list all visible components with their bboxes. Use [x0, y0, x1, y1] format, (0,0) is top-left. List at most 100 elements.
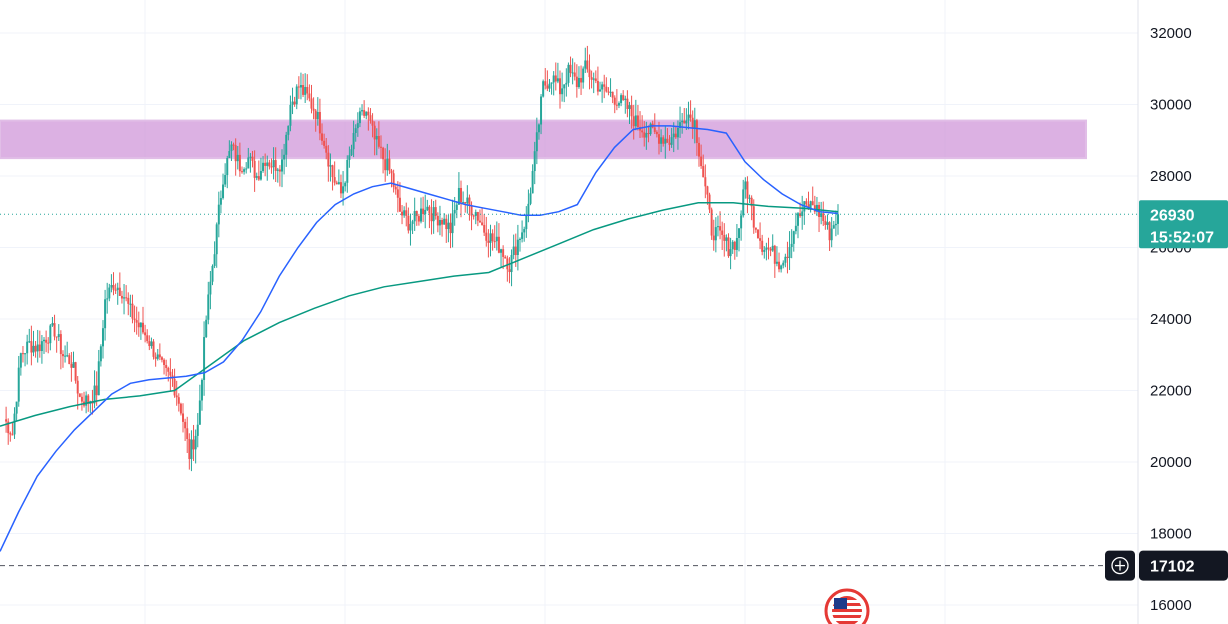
candle-body [544, 81, 547, 86]
candle-body [293, 101, 296, 105]
candle [735, 223, 738, 257]
candle-body [451, 213, 454, 234]
candle [601, 81, 604, 103]
candle [765, 242, 768, 261]
candle-body [177, 397, 180, 404]
candle-body [811, 201, 814, 206]
candle-body [432, 207, 435, 222]
candle [481, 208, 484, 226]
candle-body [662, 137, 665, 144]
candle-body [457, 187, 460, 205]
candle [7, 418, 10, 445]
candle-body [68, 355, 71, 365]
candle-body [64, 355, 67, 357]
candle-body [668, 142, 671, 145]
candle-body [529, 193, 532, 204]
candle [17, 355, 20, 407]
us-flag-icon[interactable] [824, 588, 870, 624]
candle-body [647, 133, 650, 135]
candle [407, 207, 410, 234]
candle-body [710, 209, 713, 236]
candle [217, 191, 220, 238]
candle [184, 418, 187, 441]
candle [272, 147, 275, 180]
candle-body [740, 215, 743, 229]
candle-body [723, 234, 726, 241]
candle [588, 54, 591, 90]
candle-body [559, 78, 561, 95]
candle [704, 164, 707, 199]
candle-body [447, 222, 450, 230]
candle [175, 380, 178, 406]
candle-body [66, 355, 69, 357]
candle-body [194, 435, 197, 450]
candle-body [398, 197, 401, 212]
candle-body [186, 428, 189, 439]
candle [264, 153, 267, 177]
candle-body [230, 144, 233, 152]
candle [318, 98, 321, 141]
candle-body [506, 258, 509, 270]
candle [426, 199, 429, 212]
candle-body [188, 438, 191, 460]
candle-body [32, 345, 35, 353]
candle-body [285, 134, 288, 155]
candle [116, 282, 119, 305]
candle [226, 155, 229, 189]
candle [51, 316, 54, 327]
candle-body [40, 341, 43, 352]
candle [438, 205, 441, 236]
candle-body [434, 207, 437, 216]
candle [36, 329, 39, 363]
candle-body [363, 110, 366, 116]
candle-body [137, 322, 140, 328]
candle-body [809, 201, 812, 209]
candle [316, 97, 319, 126]
candle [169, 358, 172, 391]
candle [9, 431, 12, 442]
candle-body [321, 133, 324, 141]
candle [502, 245, 505, 270]
candle-body [691, 117, 694, 129]
candle-body [354, 128, 357, 133]
current-price-badge[interactable]: 26930 15:52:07 [1139, 200, 1228, 249]
flag-stripe [832, 618, 862, 621]
candle [451, 199, 454, 248]
candle-body [200, 379, 203, 401]
y-tick-label: 22000 [1150, 383, 1192, 400]
candle-body [748, 197, 751, 199]
candle [268, 159, 271, 170]
candle-body [116, 287, 119, 290]
candle-body [599, 89, 602, 92]
candle [476, 211, 479, 227]
candle [698, 137, 700, 167]
crosshair-price-badge[interactable]: 17102 [1105, 550, 1228, 581]
candle [504, 255, 507, 259]
candle [83, 391, 86, 408]
candle [670, 127, 673, 148]
candle [321, 123, 324, 145]
candle [129, 294, 132, 317]
candle [28, 328, 31, 344]
candle [655, 130, 658, 138]
candle-body [95, 385, 98, 396]
candle-body [43, 339, 46, 342]
candle-body [550, 82, 553, 84]
candle-body [481, 222, 484, 225]
candle [434, 199, 437, 220]
candle [348, 146, 351, 168]
candle-body [704, 177, 707, 187]
candle [622, 90, 625, 101]
candle [232, 142, 235, 151]
candle-body [26, 341, 29, 354]
candle-body [13, 413, 16, 435]
price-axis[interactable]: 1600018000200002200024000260002800030000… [1105, 0, 1228, 624]
candle [428, 205, 431, 229]
candle [679, 106, 682, 138]
candle-body [540, 96, 543, 125]
candle-body [537, 124, 540, 133]
candle-body [34, 345, 37, 352]
y-tick-label: 30000 [1150, 97, 1192, 114]
